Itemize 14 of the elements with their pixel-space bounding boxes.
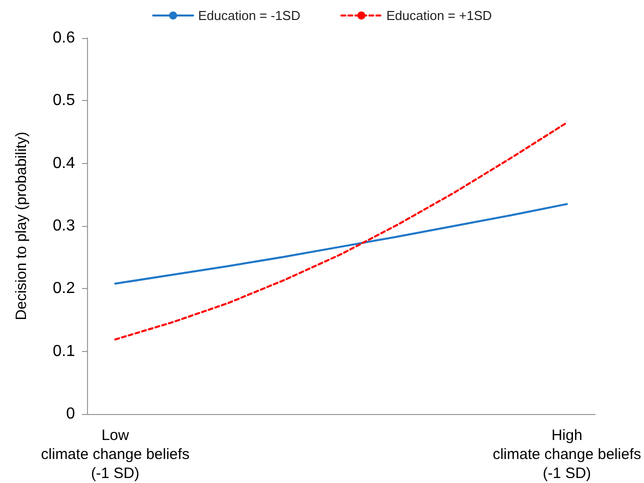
x-tick-label: High climate change beliefs (-1 SD) [492, 427, 642, 482]
y-tick-label: 0.2 [52, 280, 76, 298]
y-tick-label: 0.1 [52, 342, 76, 360]
legend-label: Education = -1SD [198, 8, 300, 23]
y-tick-label: 0.4 [52, 154, 76, 172]
y-tick-label: 0 [66, 406, 76, 422]
legend-label: Education = +1SD [386, 8, 492, 23]
y-axis-title: Decision to play (probability) [13, 132, 30, 320]
y-tick-label: 0.5 [52, 92, 76, 110]
y-tick-label: 0.6 [52, 30, 76, 46]
x-tick-label: Low climate change beliefs (-1 SD) [41, 427, 190, 482]
line-series [114, 203, 568, 285]
y-tick-label: 0.3 [52, 218, 76, 234]
line-series [114, 122, 568, 340]
